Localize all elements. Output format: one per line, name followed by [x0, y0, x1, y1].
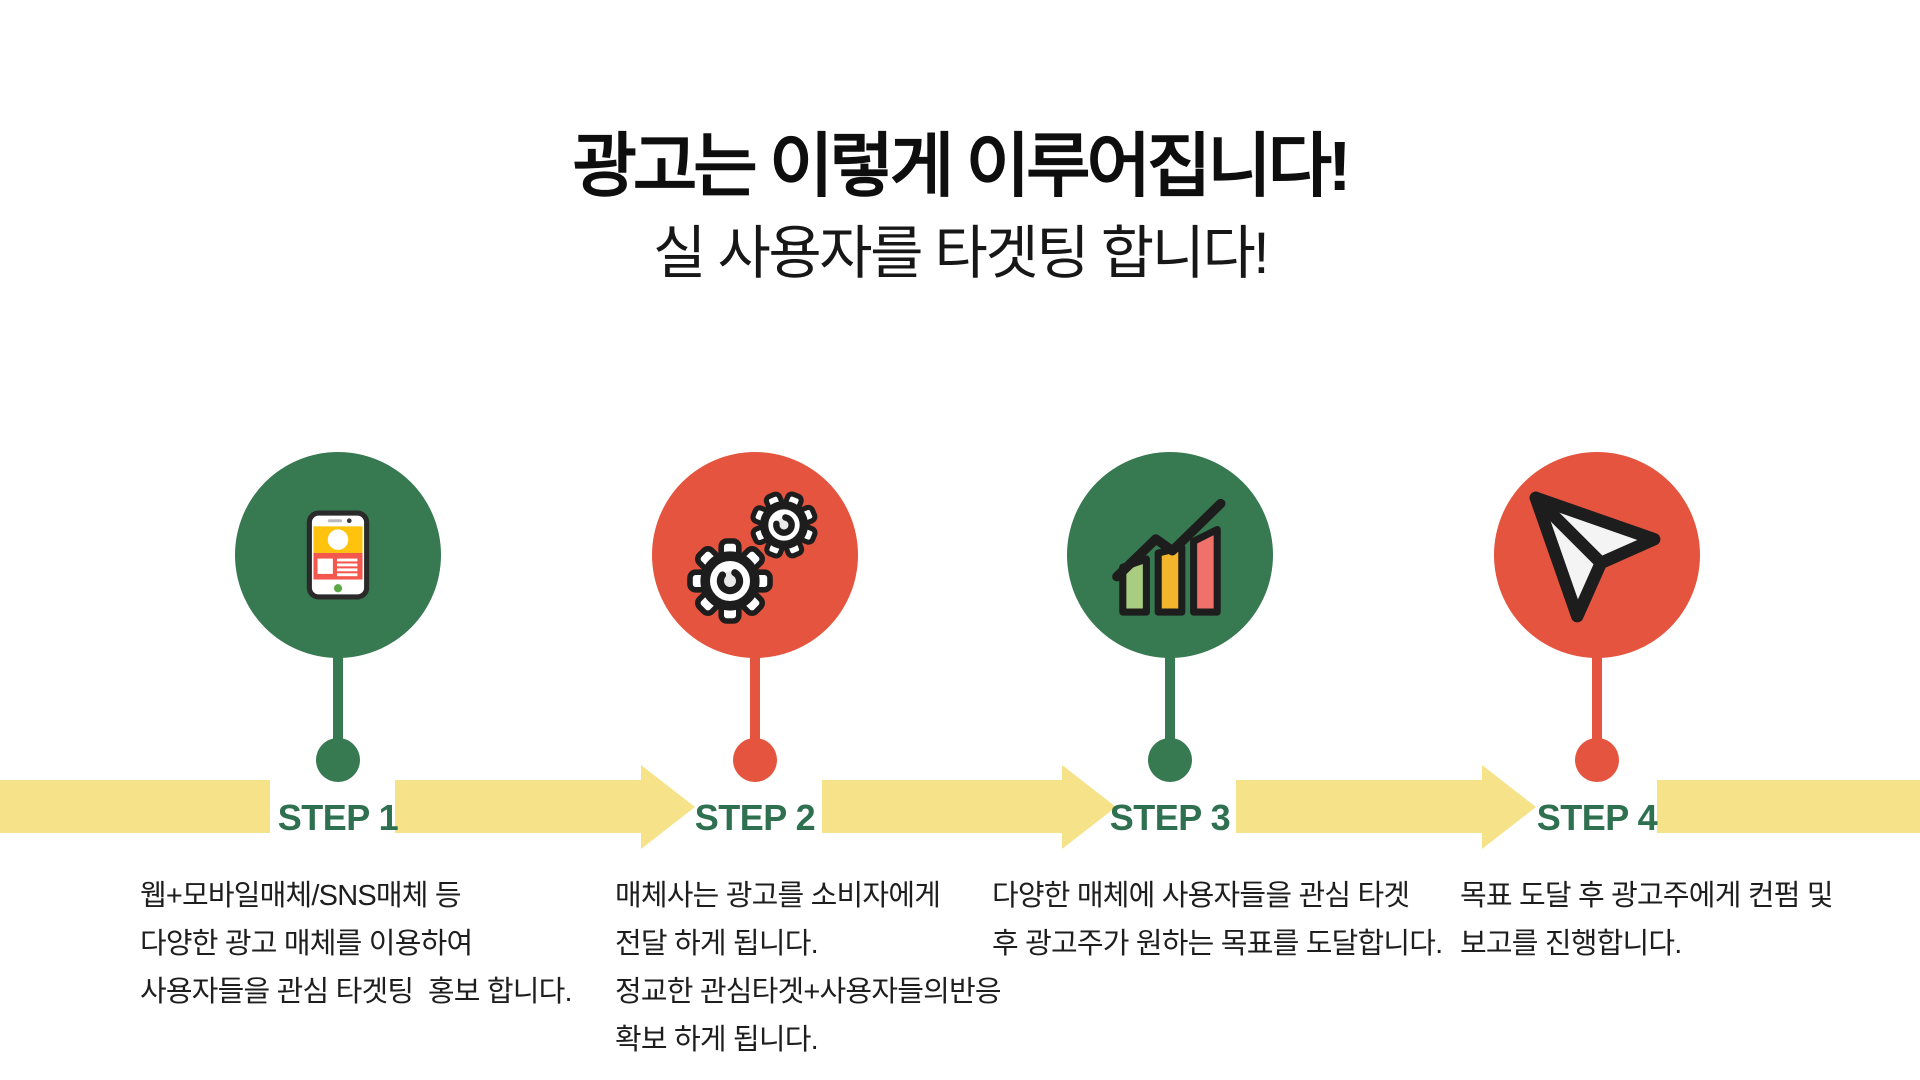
step-description-line: 후 광고주가 원하는 목표를 도달합니다. [992, 928, 1443, 960]
mobile-ad-icon [306, 510, 370, 600]
step-connector-stem [333, 656, 343, 742]
step-description-line: 다양한 매체에 사용자들을 관심 타겟 [992, 880, 1410, 912]
step-description-line: 확보 하게 됩니다. [615, 1024, 819, 1056]
arrow-right-icon [1482, 765, 1536, 849]
step-connector-stem [1592, 656, 1602, 742]
step-connector-stem [750, 656, 760, 742]
timeline-bar-segment [395, 780, 641, 833]
step-connector-dot [1148, 738, 1192, 782]
step-circle [235, 452, 441, 658]
step-description-line: 사용자들을 관심 타겟팅 홍보 합니다. [140, 976, 573, 1008]
timeline-bar-segment [822, 780, 1062, 833]
page-title: 광고는 이렇게 이루어집니다! [572, 127, 1351, 205]
step-description-line: 매체사는 광고를 소비자에게 [615, 880, 941, 912]
timeline-bar-segment [1657, 780, 1920, 833]
step-description-line: 정교한 관심타겟+사용자들의반응 [615, 976, 1002, 1008]
arrow-right-icon [1062, 765, 1116, 849]
step-description: 웹+모바일매체/SNS매체 등 다양한 광고 매체를 이용하여 사용자들을 관심… [140, 872, 573, 1016]
step-label: STEP 1 [277, 797, 399, 838]
step-description-line: 다양한 광고 매체를 이용하여 [140, 928, 473, 960]
step-circle [1494, 452, 1700, 658]
timeline-bar-segment [1236, 780, 1482, 833]
step-label: STEP 4 [1536, 797, 1658, 838]
bar-chart-icon [1112, 498, 1226, 616]
step-label: STEP 3 [1109, 797, 1231, 838]
gears-icon [687, 491, 818, 624]
step-description: 목표 도달 후 광고주에게 컨펌 및 보고를 진행합니다. [1460, 872, 1834, 968]
step-description: 다양한 매체에 사용자들을 관심 타겟 후 광고주가 원하는 목표를 도달합니다… [992, 872, 1443, 968]
step-description-line: 웹+모바일매체/SNS매체 등 [140, 880, 462, 912]
step-label: STEP 2 [694, 797, 816, 838]
step-connector-dot [733, 738, 777, 782]
timeline-bar-segment [0, 780, 270, 833]
step-description-line: 전달 하게 됩니다. [615, 928, 819, 960]
step-description-line: 목표 도달 후 광고주에게 컨펌 및 [1460, 880, 1834, 912]
step-connector-dot [1575, 738, 1619, 782]
step-circle [652, 452, 858, 658]
step-connector-dot [316, 738, 360, 782]
arrow-right-icon [641, 765, 695, 849]
step-description: 매체사는 광고를 소비자에게 전달 하게 됩니다. 정교한 관심타겟+사용자들의… [615, 872, 1002, 1064]
step-circle [1067, 452, 1273, 658]
page-subtitle: 실 사용자를 타겟팅 합니다! [653, 221, 1269, 286]
paper-plane-icon [1529, 491, 1661, 623]
step-description-line: 보고를 진행합니다. [1460, 928, 1682, 960]
step-connector-stem [1165, 656, 1175, 742]
